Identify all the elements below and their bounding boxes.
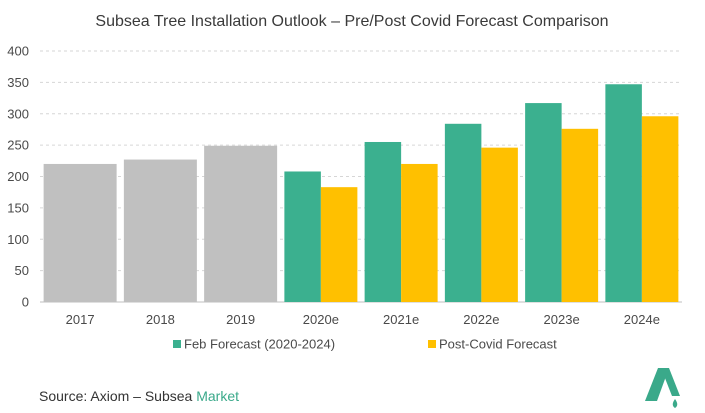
bar-feb-forecast-2023e <box>525 103 562 303</box>
source-note: Source: Axiom – Subsea Market <box>39 388 239 404</box>
y-tick-label: 0 <box>22 295 29 310</box>
y-tick-label: 250 <box>7 138 29 153</box>
y-tick-label: 100 <box>7 232 29 247</box>
bar-feb-forecast-2024e <box>605 84 642 302</box>
x-tick-label: 2018 <box>146 312 175 327</box>
bar-feb-forecast-2022e <box>444 123 482 302</box>
source-highlight: Market <box>196 388 239 404</box>
legend-swatch <box>428 340 436 348</box>
y-axis: 0 50 100 150 200 250 300 350 400 <box>7 44 29 310</box>
y-tick-label: 400 <box>7 44 29 59</box>
x-tick-label: 2021e <box>383 312 419 327</box>
legend-label: Post-Covid Forecast <box>439 337 557 352</box>
x-axis: 2017 2018 2019 2020e 2021e 2022e 2023e 2024e <box>66 312 660 327</box>
axiom-logo-icon <box>645 368 680 408</box>
bar-chart: Subsea Tree Installation Outlook – Pre/P… <box>7 13 682 352</box>
y-tick-label: 200 <box>7 169 29 184</box>
bars <box>43 84 679 303</box>
legend: Feb Forecast (2020-2024) Post-Covid Forec… <box>173 337 557 352</box>
bar-historical-2017 <box>43 163 117 302</box>
y-tick-label: 50 <box>15 263 29 278</box>
x-tick-label: 2017 <box>66 312 95 327</box>
bar-post-covid-2021e <box>401 163 438 302</box>
bar-historical-2019 <box>204 145 278 302</box>
x-tick-label: 2022e <box>463 312 499 327</box>
bar-post-covid-2020e <box>320 187 358 302</box>
bar-feb-forecast-2020e <box>284 171 321 302</box>
bar-post-covid-2024e <box>641 116 679 302</box>
chart-title: Subsea Tree Installation Outlook – Pre/P… <box>95 13 608 30</box>
x-tick-label: 2024e <box>624 312 660 327</box>
bar-post-covid-2022e <box>481 147 518 302</box>
legend-swatch <box>173 340 181 348</box>
x-tick-label: 2019 <box>226 312 255 327</box>
source-text: Source: Axiom – Subsea <box>39 388 197 404</box>
y-tick-label: 300 <box>7 106 29 121</box>
x-tick-label: 2020e <box>303 312 339 327</box>
bar-post-covid-2023e <box>561 128 599 302</box>
y-tick-label: 150 <box>7 200 29 215</box>
bar-feb-forecast-2021e <box>364 141 402 302</box>
legend-label: Feb Forecast (2020-2024) <box>184 337 335 352</box>
x-tick-label: 2023e <box>544 312 580 327</box>
y-tick-label: 350 <box>7 75 29 90</box>
bar-historical-2018 <box>123 159 197 302</box>
